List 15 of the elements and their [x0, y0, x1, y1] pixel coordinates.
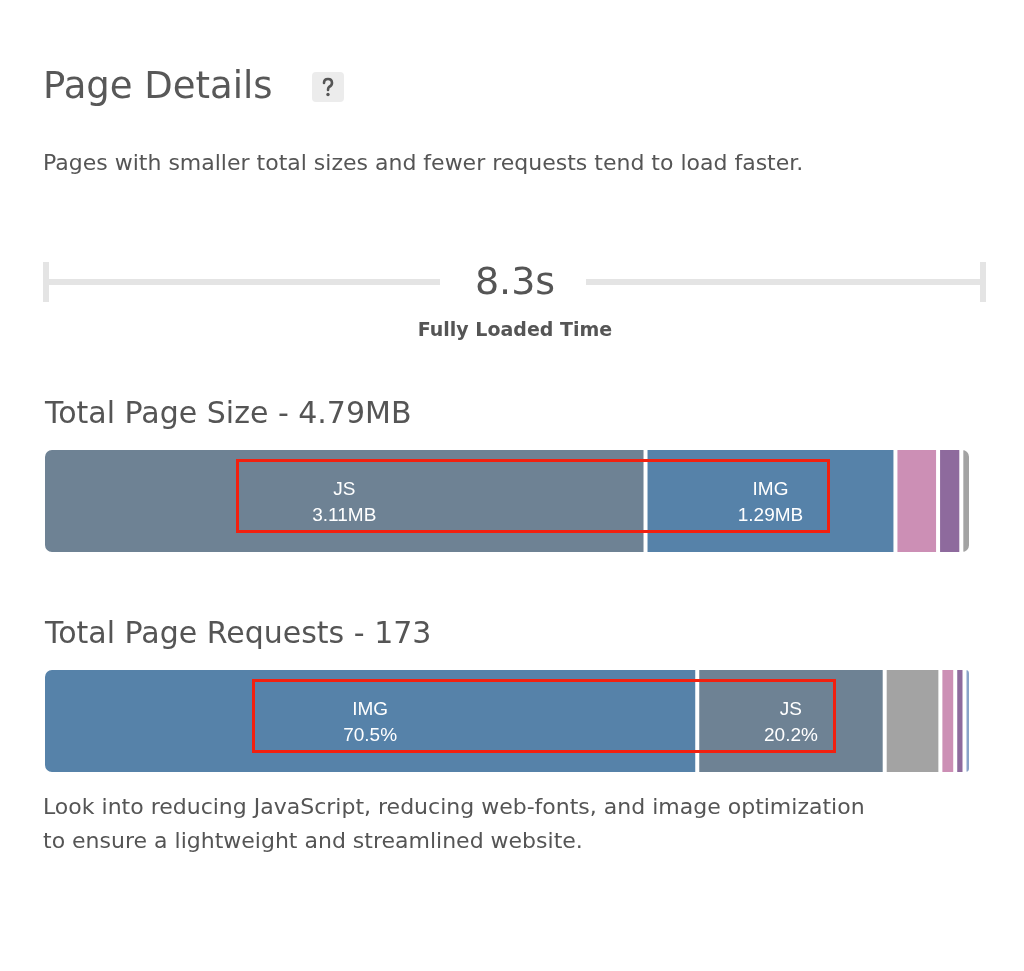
text: Look into reducing JavaScript, reducing web-fonts, and image optimization to ensure a lightweight and streamlined website. [43, 793, 866, 855]
data-label: 20.2% [764, 723, 819, 745]
chart-title: Total Page Size - 4.79MB [44, 394, 412, 430]
series-label: IMG [352, 697, 389, 719]
text: Fully Loaded Time [416, 318, 614, 340]
chart-title: Total Page Requests - 173 [44, 614, 432, 650]
text: Page Details [43, 64, 273, 107]
data-label: 1.29MB [737, 503, 804, 525]
text: Pages with smaller total sizes and fewer requests tend to load faster. [43, 150, 804, 175]
data-label: 3.11MB [312, 503, 377, 525]
data-label: 70.5% [343, 723, 398, 745]
series-label: JS [333, 477, 356, 499]
series-label: IMG [752, 477, 789, 499]
text: 8.3s [473, 259, 557, 303]
series-label: JS [779, 697, 803, 719]
